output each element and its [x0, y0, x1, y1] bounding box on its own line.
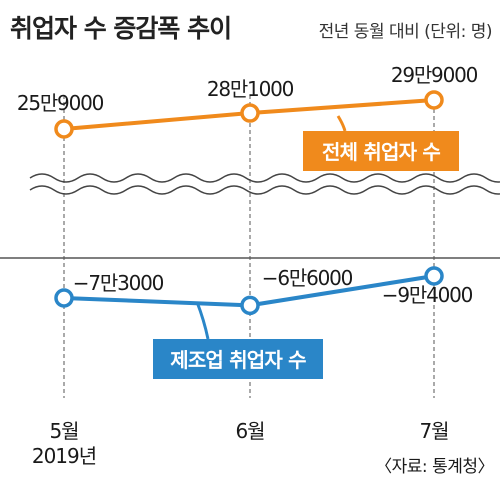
series-points — [54, 90, 444, 316]
point-manufacturing-1 — [54, 288, 74, 308]
axis-break-wave-line-1 — [29, 173, 500, 183]
x-axis-ticks: 5월 6월 7월 — [49, 419, 449, 443]
data-label-total-2: 28만1000 — [207, 77, 294, 101]
point-total-3 — [424, 90, 444, 110]
data-label-manufacturing-1: −7만3000 — [73, 271, 164, 295]
source-note: 〈자료: 통계청〉 — [375, 457, 494, 477]
chart-subtitle: 전년 동월 대비 (단위: 명) — [319, 22, 492, 42]
data-label-total-1: 25만9000 — [17, 91, 104, 115]
legend-total-box — [303, 131, 459, 171]
chart-title: 취업자 수 증감폭 추이 — [10, 14, 231, 43]
point-manufacturing-3 — [424, 266, 444, 286]
axis-break-wave-line-2 — [29, 185, 500, 195]
point-total-2 — [240, 103, 260, 123]
x-tick-2: 6월 — [235, 419, 264, 443]
x-tick-3: 7월 — [419, 419, 448, 443]
legend-manufacturing: 제조업 취업자 수 — [153, 301, 323, 379]
legend-total-leader — [336, 115, 347, 132]
x-axis-year-label: 2019년 — [32, 444, 96, 468]
legend-total: 전체 취업자 수 — [303, 115, 459, 171]
data-label-total-3: 29만9000 — [391, 63, 478, 87]
legend-manufacturing-label: 제조업 취업자 수 — [170, 348, 306, 372]
x-tick-1: 5월 — [49, 419, 78, 443]
legend-manufacturing-leader — [195, 301, 210, 340]
point-manufacturing-2 — [240, 295, 260, 316]
data-label-manufacturing-2: −6만6000 — [262, 266, 353, 290]
legend-total-label: 전체 취업자 수 — [322, 140, 440, 164]
data-label-manufacturing-3: −9만4000 — [382, 283, 473, 307]
point-total-1 — [54, 119, 74, 139]
axis-break-wave — [29, 173, 500, 195]
data-labels: 25만9000 28만1000 29만9000 −7만3000 −6만6000 −9만40… — [17, 63, 479, 307]
legend-manufacturing-box — [153, 339, 323, 379]
